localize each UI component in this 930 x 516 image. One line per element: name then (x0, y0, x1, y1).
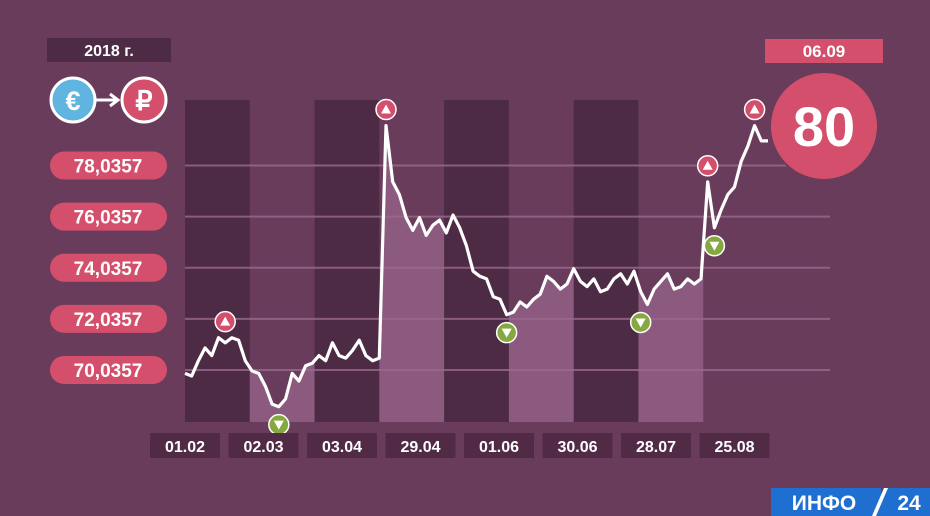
year-tag (47, 38, 171, 62)
rate-line (184, 124, 768, 409)
x-tick-label: 03.04 (322, 439, 362, 456)
brand-name: ИНФО (792, 492, 857, 515)
brand-logo-bg (771, 488, 881, 516)
trough-marker (495, 321, 518, 344)
x-tick-label: 30.06 (557, 439, 597, 456)
y-tick-pill (50, 304, 167, 333)
y-tick-label: 74,0357 (74, 259, 143, 280)
x-tick-box (699, 433, 770, 458)
euro-symbol: € (65, 86, 80, 116)
euro-icon (49, 76, 97, 124)
x-tick-label: 02.03 (243, 439, 283, 456)
dark-band (573, 100, 639, 422)
y-tick-pill (50, 151, 167, 180)
dark-band (314, 100, 380, 422)
y-tick-pill (50, 253, 167, 282)
y-tick-pill (50, 355, 167, 384)
down-arrow-icon (709, 241, 720, 251)
brand-number: 24 (897, 492, 921, 515)
x-tick-box (464, 433, 534, 458)
x-tick-label: 28.07 (636, 439, 676, 456)
x-tick-box (150, 433, 220, 458)
x-tick-label: 29.04 (400, 439, 440, 456)
x-tick-label: 25.08 (714, 439, 754, 456)
peak-marker (743, 98, 766, 121)
year-label: 2018 г. (84, 43, 134, 60)
peak-marker (375, 98, 397, 121)
arrow-right-icon (109, 92, 121, 108)
y-tick-label: 70,0357 (74, 361, 143, 382)
dark-band (185, 100, 250, 422)
up-arrow-icon (381, 104, 392, 114)
up-arrow-icon (749, 104, 760, 114)
y-tick-label: 72,0357 (74, 310, 143, 331)
current-value-badge (769, 71, 879, 181)
peak-marker (214, 310, 236, 333)
ruble-icon (120, 76, 168, 124)
ruble-symbol: ₽ (135, 86, 152, 116)
date-label: 06.09 (803, 42, 846, 61)
current-value: 80 (793, 95, 855, 158)
peak-marker (696, 155, 719, 177)
y-tick-pill (50, 202, 167, 231)
x-tick-box (307, 433, 377, 458)
x-tick-label: 01.02 (165, 439, 205, 456)
date-tag (765, 39, 883, 63)
y-tick-label: 78,0357 (74, 157, 143, 178)
y-tick-label: 76,0357 (74, 208, 143, 229)
trough-marker (629, 311, 652, 334)
x-tick-box (385, 433, 456, 458)
x-tick-box (542, 433, 613, 458)
down-arrow-icon (501, 328, 512, 338)
trough-marker (703, 235, 726, 257)
x-tick-label: 01.06 (479, 439, 519, 456)
x-tick-box (228, 433, 299, 458)
trough-marker (268, 413, 290, 436)
down-arrow-icon (635, 318, 646, 328)
down-arrow-icon (273, 420, 284, 430)
up-arrow-icon (702, 160, 713, 170)
brand-logo-tail (876, 488, 930, 516)
x-tick-box (621, 433, 691, 458)
up-arrow-icon (220, 316, 231, 326)
dark-band (444, 100, 509, 422)
